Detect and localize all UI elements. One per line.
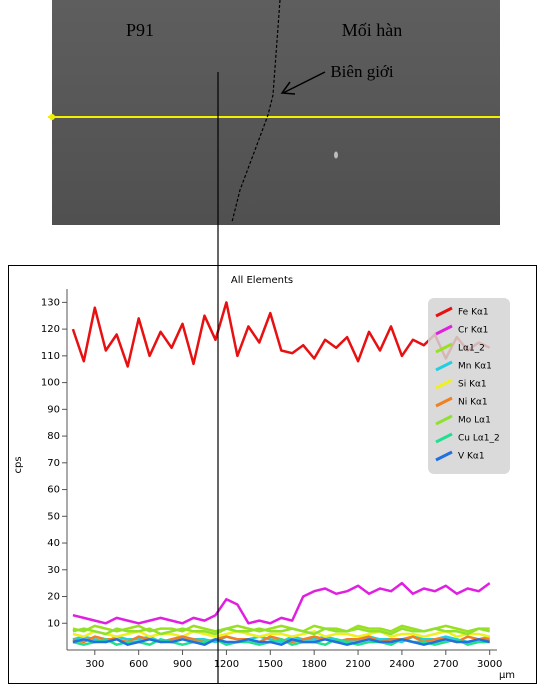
legend-label: Fe Kα1 — [458, 308, 489, 318]
y-tick-label: 130 — [41, 297, 60, 308]
y-tick-label: 120 — [41, 324, 60, 335]
y-tick-label: 50 — [47, 511, 60, 522]
legend-label: Lα1_2 — [458, 344, 485, 354]
y-tick-label: 100 — [41, 378, 60, 389]
sem-image — [52, 0, 500, 225]
legend-label: Mo Lα1 — [458, 416, 491, 426]
y-tick-label: 70 — [47, 458, 60, 469]
chart-title: All Elements — [231, 275, 293, 286]
label-weld: Mối hàn — [342, 20, 403, 40]
page: P91 Mối hàn Biên giới All Elements cps µ… — [0, 0, 537, 684]
legend-label: V Kα1 — [458, 452, 485, 462]
scan-start — [49, 114, 55, 120]
y-tick-label: 30 — [47, 565, 60, 576]
y-tick-label: 10 — [47, 618, 60, 629]
legend-label: Si Kα1 — [458, 380, 487, 390]
y-tick-label: 90 — [47, 404, 60, 415]
y-tick-label: 80 — [47, 431, 60, 442]
y-tick-label: 40 — [47, 538, 60, 549]
x-axis-label: µm — [499, 670, 515, 681]
legend-label: Mn Kα1 — [458, 362, 492, 372]
label-p91: P91 — [126, 20, 154, 40]
x-tick-label: 600 — [129, 659, 148, 670]
x-tick-label: 1500 — [258, 659, 283, 670]
x-tick-label: 2400 — [389, 659, 414, 670]
x-tick-label: 3000 — [477, 659, 502, 670]
y-tick-label: 20 — [47, 592, 60, 603]
x-tick-label: 2700 — [433, 659, 458, 670]
y-tick-label: 110 — [41, 351, 60, 362]
legend-label: Cu Lα1_2 — [458, 434, 500, 444]
y-tick-label: 60 — [47, 485, 60, 496]
y-axis-label: cps — [13, 456, 24, 473]
label-boundary: Biên giới — [330, 62, 394, 81]
particle — [334, 152, 338, 159]
x-tick-label: 300 — [85, 659, 104, 670]
x-tick-label: 1800 — [301, 659, 326, 670]
legend-label: Ni Kα1 — [458, 398, 488, 408]
legend-label: Cr Kα1 — [458, 326, 488, 336]
x-tick-label: 900 — [173, 659, 192, 670]
x-tick-label: 2100 — [345, 659, 370, 670]
